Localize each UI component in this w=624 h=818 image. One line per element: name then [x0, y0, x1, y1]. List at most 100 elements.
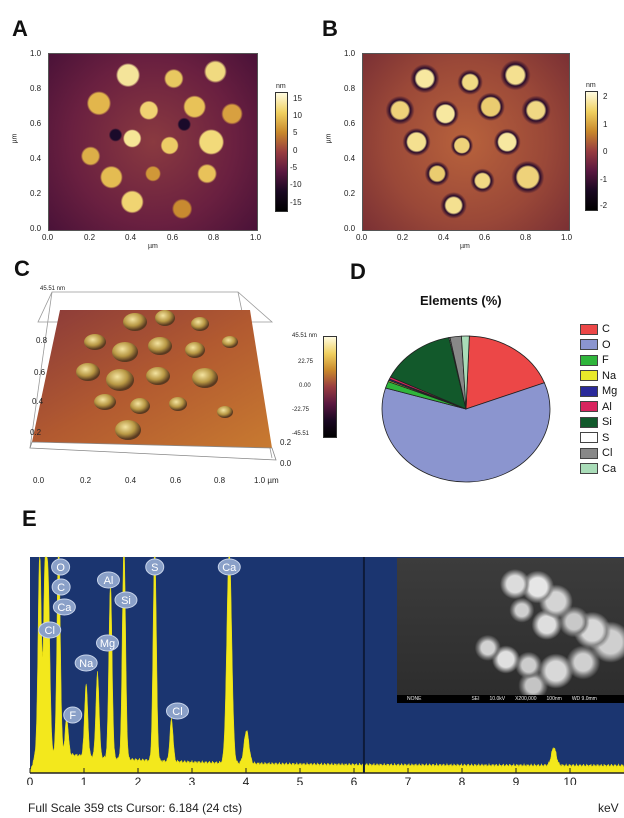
x-tick: 0.2	[84, 233, 96, 242]
x-tick: 1.0	[250, 233, 262, 242]
legend-item-o: O	[580, 339, 611, 351]
x-tick: 0.8	[208, 233, 220, 242]
legend-label: Ca	[602, 462, 617, 475]
svg-text:Cl: Cl	[172, 706, 182, 718]
peak-label-si: Si	[114, 591, 138, 609]
sem-info-item: NONE	[407, 696, 422, 702]
legend-item-ca: Ca	[580, 463, 616, 475]
svg-text:Na: Na	[79, 658, 94, 670]
r-tick: 0.2	[280, 438, 292, 447]
peak-label-o: O	[51, 558, 71, 576]
svg-text:Si: Si	[121, 595, 131, 607]
legend-item-f: F	[580, 354, 609, 366]
sem-info-bar: NONE SEI 10.0kV X200,000 100nm WD 9.0mm	[397, 695, 624, 703]
sem-info-item: 100nm	[546, 696, 562, 702]
sem-info-item: X200,000	[515, 696, 537, 702]
legend-item-mg: Mg	[580, 385, 617, 397]
y-tick: 0.2	[30, 189, 42, 198]
x-tick: 0.6	[167, 233, 179, 242]
y-tick: 0.8	[344, 84, 356, 93]
bounding-box-bottom	[29, 441, 277, 461]
sem-info-item: WD 9.0mm	[571, 696, 597, 702]
y-tick: 0.4	[32, 397, 44, 406]
legend-label: Al	[602, 400, 612, 413]
panel-a-x-unit: µm	[148, 243, 158, 250]
legend-swatch	[580, 401, 598, 412]
legend-label: S	[602, 431, 610, 444]
peak-label-ca: Ca	[217, 558, 241, 576]
svg-text:Mg: Mg	[100, 638, 115, 650]
legend-swatch	[580, 463, 598, 474]
cb-tick: 10	[293, 111, 302, 120]
cb-tick: -45.51	[292, 431, 310, 437]
x-tick: 0.8	[520, 233, 532, 242]
x-tick-label: 1	[81, 775, 88, 785]
x-tick: 0.0	[356, 233, 368, 242]
legend-swatch	[580, 432, 598, 443]
pie-slice-c	[465, 335, 545, 410]
panel-b-colorbar	[585, 91, 598, 211]
legend-item-na: Na	[580, 370, 616, 382]
peak-label-ca: Ca	[52, 598, 76, 616]
x-tick-label: 3	[189, 775, 196, 785]
element-pie-chart	[381, 335, 551, 483]
sem-inset: NONE SEI 10.0kV X200,000 100nm WD 9.0mm	[397, 558, 624, 703]
y-tick: 1.0	[344, 49, 356, 58]
legend-swatch	[580, 416, 598, 428]
legend-swatch	[580, 385, 598, 397]
y-tick: 0.6	[34, 368, 46, 377]
pie-slice-si	[389, 337, 467, 410]
x-tick: 0.4	[125, 233, 137, 242]
spectrum-area	[29, 556, 624, 774]
r-tick: 0.0	[280, 459, 292, 468]
x-tick: 0.4	[125, 476, 137, 485]
x-tick: 0.6	[479, 233, 491, 242]
x-tick: 1.0 µm	[254, 476, 279, 485]
legend-label: Cl	[602, 447, 613, 459]
y-tick: 0.8	[36, 336, 48, 345]
cb-tick: 22.75	[298, 359, 314, 365]
y-tick: 0.8	[30, 84, 42, 93]
panel-a-y-unit: µm	[11, 133, 19, 144]
y-tick: 0.6	[344, 119, 356, 128]
panel-b-y-unit: µm	[325, 133, 333, 144]
legend-item-al: Al	[580, 401, 612, 413]
legend-swatch	[580, 354, 598, 366]
cb-tick: -2	[600, 201, 608, 210]
legend-label: Na	[602, 369, 617, 382]
cb-tick: 2	[603, 92, 608, 101]
panel-d-letter: D	[350, 259, 366, 284]
peak-label-mg: Mg	[96, 634, 119, 652]
pie-slice-ca	[461, 335, 470, 410]
x-tick: 0.2	[397, 233, 409, 242]
legend-item-si: Si	[580, 416, 612, 428]
x-tick-label: 8	[459, 775, 466, 785]
svg-text:Cl: Cl	[45, 625, 55, 637]
x-tick: 0.0	[33, 476, 45, 485]
pie-slice-o	[381, 382, 551, 483]
peak-label-cl: Cl	[165, 702, 189, 720]
cb-tick: -1	[600, 175, 608, 184]
x-tick-label: 9	[513, 775, 520, 785]
peak-label-s: S	[145, 558, 165, 576]
peak-label-na: Na	[74, 654, 98, 672]
x-tick-label: 2	[135, 775, 142, 785]
x-tick: 0.8	[214, 476, 226, 485]
peak-label-f: F	[63, 706, 83, 724]
legend-item-s: S	[580, 432, 609, 444]
svg-text:C: C	[57, 582, 65, 594]
svg-text:Ca: Ca	[222, 562, 237, 574]
y-tick: 0.4	[30, 154, 42, 163]
cb-tick: -5	[290, 163, 298, 172]
surface-bumps	[76, 310, 238, 440]
cb-tick: -10	[290, 180, 302, 189]
panel-a-letter: A	[12, 16, 28, 41]
x-tick: 0.2	[80, 476, 92, 485]
x-tick-label: 7	[405, 775, 412, 785]
y-tick: 1.0	[30, 49, 42, 58]
afm-3d-surface	[29, 291, 277, 461]
afm-height-image	[48, 53, 258, 231]
panel-b-x-unit: µm	[460, 243, 470, 250]
bounding-box-left	[29, 291, 53, 449]
panel-c-colorbar	[323, 336, 337, 438]
